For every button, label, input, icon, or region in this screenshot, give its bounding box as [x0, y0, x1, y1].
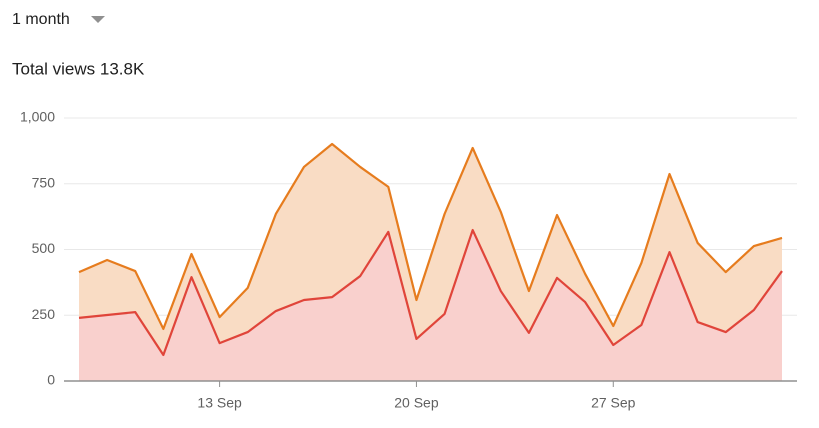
y-tick-label: 1,000 [20, 109, 55, 125]
range-dropdown[interactable]: 1 month [12, 11, 105, 28]
x-tick-label: 27 Sep [591, 395, 636, 411]
area-fill [79, 230, 782, 381]
y-tick-label: 500 [32, 240, 56, 256]
y-tick-label: 250 [32, 306, 56, 322]
y-tick-label: 750 [32, 174, 56, 190]
range-label[interactable]: 1 month [12, 11, 70, 28]
chart-title: Total views 13.8K [12, 59, 145, 78]
y-tick-label: 0 [47, 372, 55, 388]
x-tick-label: 13 Sep [197, 395, 242, 411]
area-line [78, 228, 783, 357]
area-line [78, 142, 783, 331]
dropdown-arrow[interactable] [91, 16, 105, 23]
area-fill [79, 144, 782, 381]
x-tick-label: 20 Sep [394, 395, 439, 411]
